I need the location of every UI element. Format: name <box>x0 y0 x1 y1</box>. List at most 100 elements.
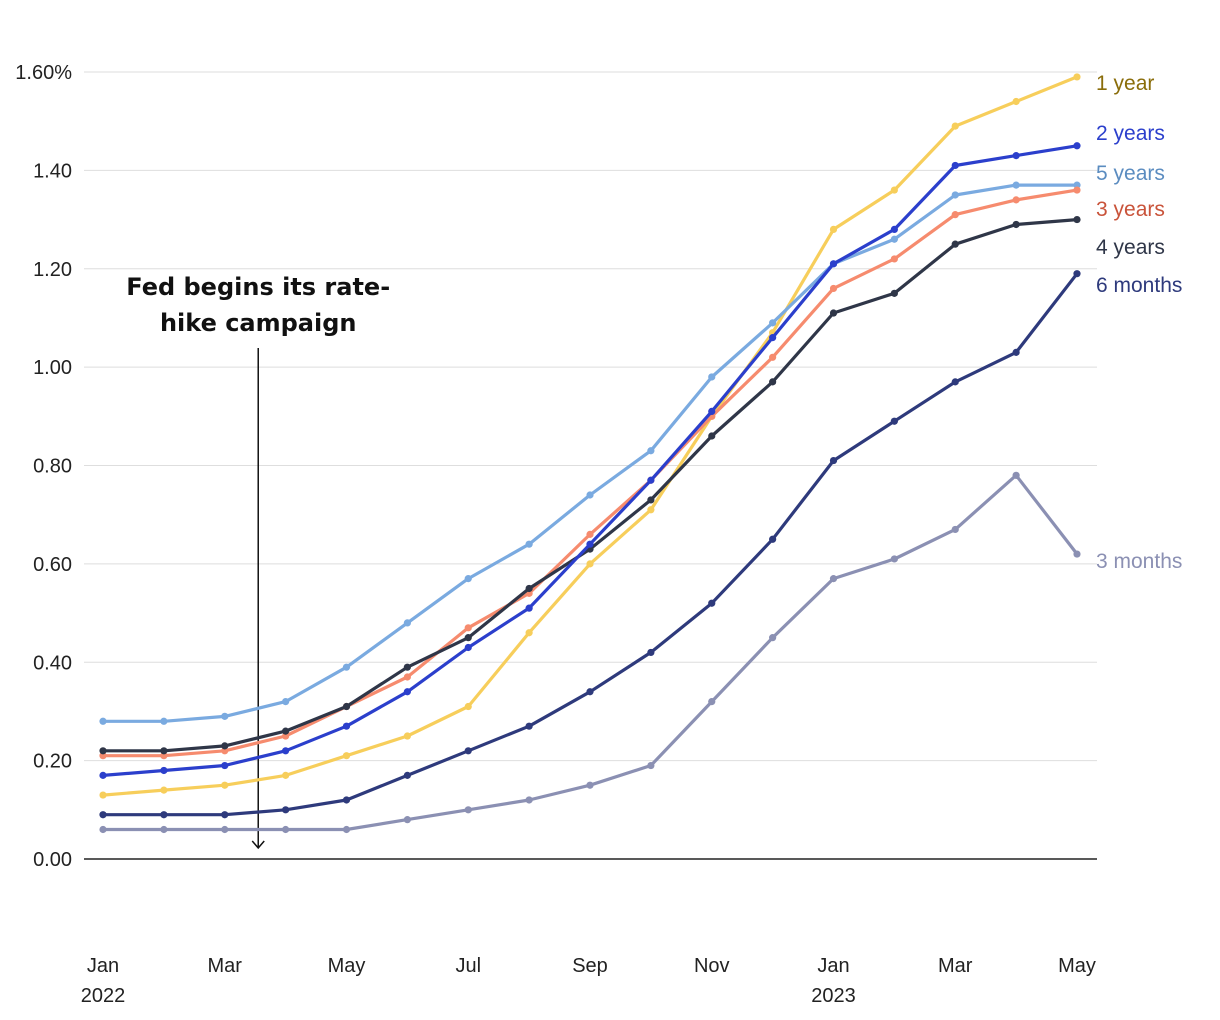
data-point-3-years <box>221 747 229 755</box>
data-point-2-years <box>708 407 716 415</box>
axes: 0.00 0.20 0.40 0.60 0.80 1.00 1.20 1.40 1.60% Jan… <box>15 62 1097 1007</box>
data-point-3-months <box>221 825 229 834</box>
data-point-6-months <box>769 535 777 543</box>
data-point-3-months <box>1012 471 1020 479</box>
series-label-1-year: 1 year <box>1096 72 1154 95</box>
data-point-1-year <box>282 771 290 779</box>
data-point-5-years <box>769 319 777 327</box>
data-point-4-years <box>342 702 351 711</box>
data-point-4-years <box>525 584 533 593</box>
data-point-1-year <box>403 732 411 740</box>
series-lines <box>99 73 1081 834</box>
data-point-2-years <box>282 747 290 755</box>
y-tick-label: 0.40 <box>33 652 72 674</box>
data-point-3-years <box>1012 196 1020 204</box>
data-point-4-years <box>1073 215 1081 224</box>
data-point-1-year <box>829 225 838 233</box>
data-point-2-years <box>769 334 777 342</box>
data-point-2-years <box>1073 142 1081 150</box>
data-point-6-months <box>708 599 716 607</box>
x-tick-label: Mar <box>208 955 243 977</box>
y-tick-label: 0.20 <box>33 751 72 773</box>
annotation-text: Fed begins its rate- <box>126 273 390 301</box>
data-point-6-months <box>1073 270 1081 278</box>
data-point-3-months <box>464 806 472 814</box>
data-point-5-years <box>708 373 716 381</box>
data-point-6-months <box>282 806 290 814</box>
data-point-3-months <box>525 796 533 804</box>
series-line-1-year <box>101 75 1079 797</box>
y-tick-label: 0.00 <box>33 849 72 871</box>
data-point-5-years <box>403 619 411 627</box>
x-tick-label: Jan <box>87 955 119 977</box>
data-point-4-years <box>221 742 229 750</box>
series-label-3-months: 3 months <box>1096 550 1182 573</box>
series-line-2-years <box>101 144 1079 778</box>
data-point-1-year <box>586 560 594 568</box>
data-point-2-years <box>99 771 107 779</box>
x-tick-label: Jan <box>817 955 849 977</box>
data-point-4-years <box>99 747 107 755</box>
data-point-6-months <box>221 811 229 819</box>
data-point-4-years <box>160 747 168 755</box>
data-point-4-years <box>769 378 777 386</box>
data-point-3-years <box>1073 186 1081 194</box>
data-point-6-months <box>99 811 107 819</box>
data-point-2-years <box>829 260 838 268</box>
y-tick-label: 1.20 <box>33 259 72 281</box>
data-point-1-year <box>890 186 898 194</box>
data-point-3-years <box>890 255 898 263</box>
x-tick-label: May <box>328 955 366 977</box>
data-point-2-years <box>890 225 898 233</box>
data-point-5-years <box>890 235 898 243</box>
data-point-4-years <box>890 289 898 297</box>
data-point-3-months <box>951 525 959 534</box>
data-point-3-months <box>586 781 594 789</box>
data-point-2-years <box>342 722 351 730</box>
data-point-3-years <box>829 284 838 293</box>
data-point-6-months <box>464 747 472 755</box>
data-point-3-months <box>647 761 655 770</box>
data-point-3-months <box>890 555 898 563</box>
annotation-text: hike campaign <box>160 309 357 337</box>
data-point-5-years <box>951 191 959 199</box>
data-point-3-years <box>99 752 107 760</box>
data-point-2-years <box>221 761 229 770</box>
data-point-3-months <box>282 825 290 834</box>
data-point-6-months <box>160 811 168 819</box>
data-point-1-year <box>342 752 351 760</box>
data-point-4-years <box>403 663 411 671</box>
data-point-5-years <box>160 717 168 725</box>
data-point-1-year <box>221 781 229 789</box>
data-point-6-months <box>890 417 898 425</box>
data-point-5-years <box>647 447 655 455</box>
data-point-5-years <box>464 575 472 583</box>
data-point-2-years <box>1012 152 1020 160</box>
data-point-3-years <box>282 732 290 740</box>
x-tick-year-label: 2023 <box>811 985 856 1007</box>
data-point-6-months <box>647 648 655 657</box>
data-point-2-years <box>403 688 411 696</box>
data-point-1-year <box>647 506 655 514</box>
data-point-3-years <box>464 624 472 632</box>
data-point-4-years <box>464 634 472 642</box>
y-tick-label: 1.60% <box>15 62 72 84</box>
data-point-1-year <box>525 629 533 637</box>
x-tick-label: Nov <box>694 955 730 977</box>
data-point-3-years <box>586 530 594 538</box>
x-tick-label: May <box>1058 955 1096 977</box>
data-point-3-months <box>403 816 411 824</box>
data-point-6-months <box>342 796 351 804</box>
data-point-5-years <box>525 540 533 548</box>
data-point-1-year <box>951 122 959 130</box>
data-point-2-years <box>160 766 168 775</box>
data-point-4-years <box>1012 220 1020 229</box>
x-tick-year-label: 2022 <box>81 985 126 1007</box>
data-point-5-years <box>99 717 107 725</box>
series-labels: 3 months 6 months 1 year 5 years 3 years 4 ye… <box>1096 72 1182 573</box>
data-point-6-months <box>525 722 533 730</box>
series-line-3-months <box>101 473 1079 832</box>
series-label-3-years: 3 years <box>1096 198 1165 221</box>
data-point-4-years <box>647 496 655 504</box>
